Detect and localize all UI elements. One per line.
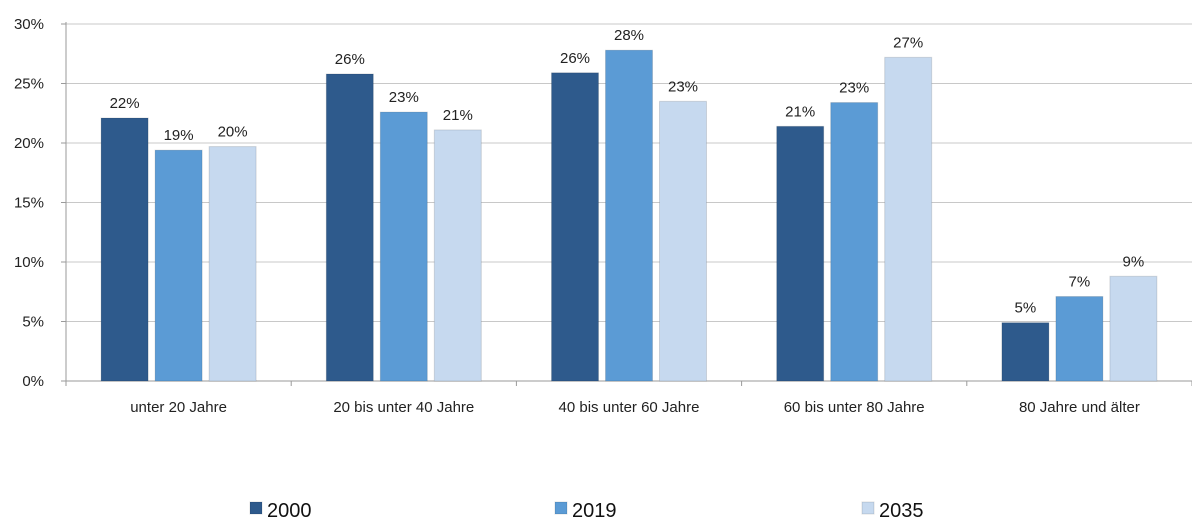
bar-2000-3 xyxy=(776,125,825,382)
data-label: 9% xyxy=(1123,253,1145,270)
bar-2035-3 xyxy=(884,56,933,382)
bar-2000-1 xyxy=(325,73,374,382)
data-label: 19% xyxy=(164,127,194,144)
bar-2019-3 xyxy=(830,102,879,382)
x-tick-label: 40 bis unter 60 Jahre xyxy=(559,399,700,416)
legend-label: 2035 xyxy=(879,500,924,519)
bar-2035-4 xyxy=(1109,275,1158,382)
bar-2019-4 xyxy=(1055,296,1104,382)
data-label: 26% xyxy=(335,51,365,68)
bar-2000-2 xyxy=(551,72,599,382)
data-label: 7% xyxy=(1069,274,1091,291)
legend-swatch-2035 xyxy=(861,501,875,515)
bar-2000-0 xyxy=(100,117,149,382)
x-tick-label: unter 20 Jahre xyxy=(130,399,227,416)
bar-2035-0 xyxy=(208,146,257,382)
legend-swatch-2019 xyxy=(554,501,568,515)
x-tick-label: 20 bis unter 40 Jahre xyxy=(333,399,474,416)
y-tick-label: 0% xyxy=(22,373,44,390)
legend-label: 2019 xyxy=(572,500,617,519)
data-label: 23% xyxy=(839,80,869,97)
data-label: 21% xyxy=(785,103,815,120)
y-tick-label: 30% xyxy=(14,16,44,33)
y-tick-label: 5% xyxy=(22,314,44,331)
bar-2000-4 xyxy=(1001,322,1050,382)
data-label: 20% xyxy=(218,124,248,141)
bar-2035-1 xyxy=(433,129,482,382)
bar-2019-0 xyxy=(154,149,203,382)
x-tick-label: 60 bis unter 80 Jahre xyxy=(784,399,925,416)
y-tick-label: 25% xyxy=(14,76,44,93)
y-tick-label: 10% xyxy=(14,254,44,271)
data-label: 22% xyxy=(110,95,140,112)
data-label: 23% xyxy=(389,89,419,106)
legend-label: 2000 xyxy=(267,500,312,519)
x-tick-label: 80 Jahre und älter xyxy=(1019,399,1140,416)
bar-2019-2 xyxy=(605,49,653,382)
y-tick-label: 15% xyxy=(14,195,44,212)
data-label: 5% xyxy=(1015,300,1037,317)
data-label: 28% xyxy=(614,27,644,44)
data-label: 26% xyxy=(560,50,590,67)
data-label: 27% xyxy=(893,34,923,51)
data-label: 21% xyxy=(443,107,473,124)
bar-2035-2 xyxy=(659,100,707,382)
legend-swatch-2000 xyxy=(249,501,263,515)
y-tick-label: 20% xyxy=(14,135,44,152)
bar-2019-1 xyxy=(379,111,428,382)
data-label: 23% xyxy=(668,78,698,95)
